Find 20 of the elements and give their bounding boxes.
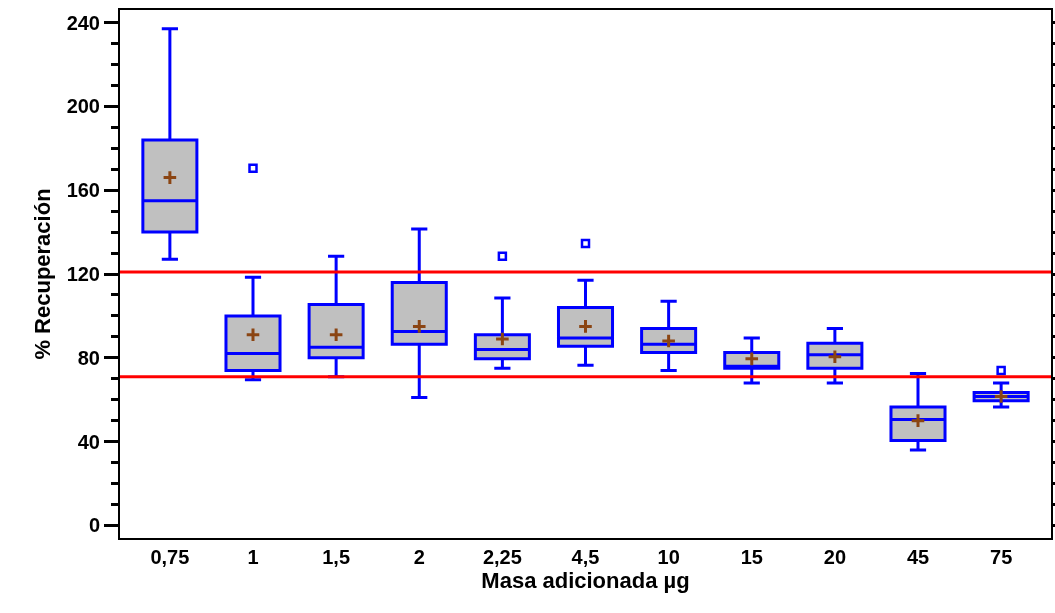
- y-tick-label: 0: [88, 514, 100, 537]
- y-tick-label: 200: [66, 95, 100, 118]
- y-tick-label: 160: [66, 179, 100, 202]
- y-tick-label: 120: [66, 263, 100, 285]
- y-tick-label: 80: [77, 346, 100, 369]
- x-tick-label: 75: [990, 546, 1013, 568]
- x-tick-label: 2: [413, 546, 425, 568]
- x-tick-label: 0,75: [150, 546, 190, 568]
- x-tick-label: 1,5: [322, 546, 351, 568]
- x-tick-label: 2,25: [482, 546, 522, 568]
- y-tick-label: 240: [66, 11, 100, 34]
- x-tick-label: 10: [657, 546, 680, 568]
- y-axis-title: % Recuperación: [29, 188, 55, 360]
- x-tick-label: 15: [740, 546, 763, 568]
- x-tick-label: 45: [906, 546, 930, 568]
- y-tick-label: 40: [77, 430, 100, 453]
- x-tick-label: 1: [247, 546, 259, 568]
- x-axis-title: Masa adicionada µg: [481, 568, 690, 594]
- x-tick-label: 4,5: [571, 546, 600, 568]
- x-tick-label: 20: [823, 546, 847, 568]
